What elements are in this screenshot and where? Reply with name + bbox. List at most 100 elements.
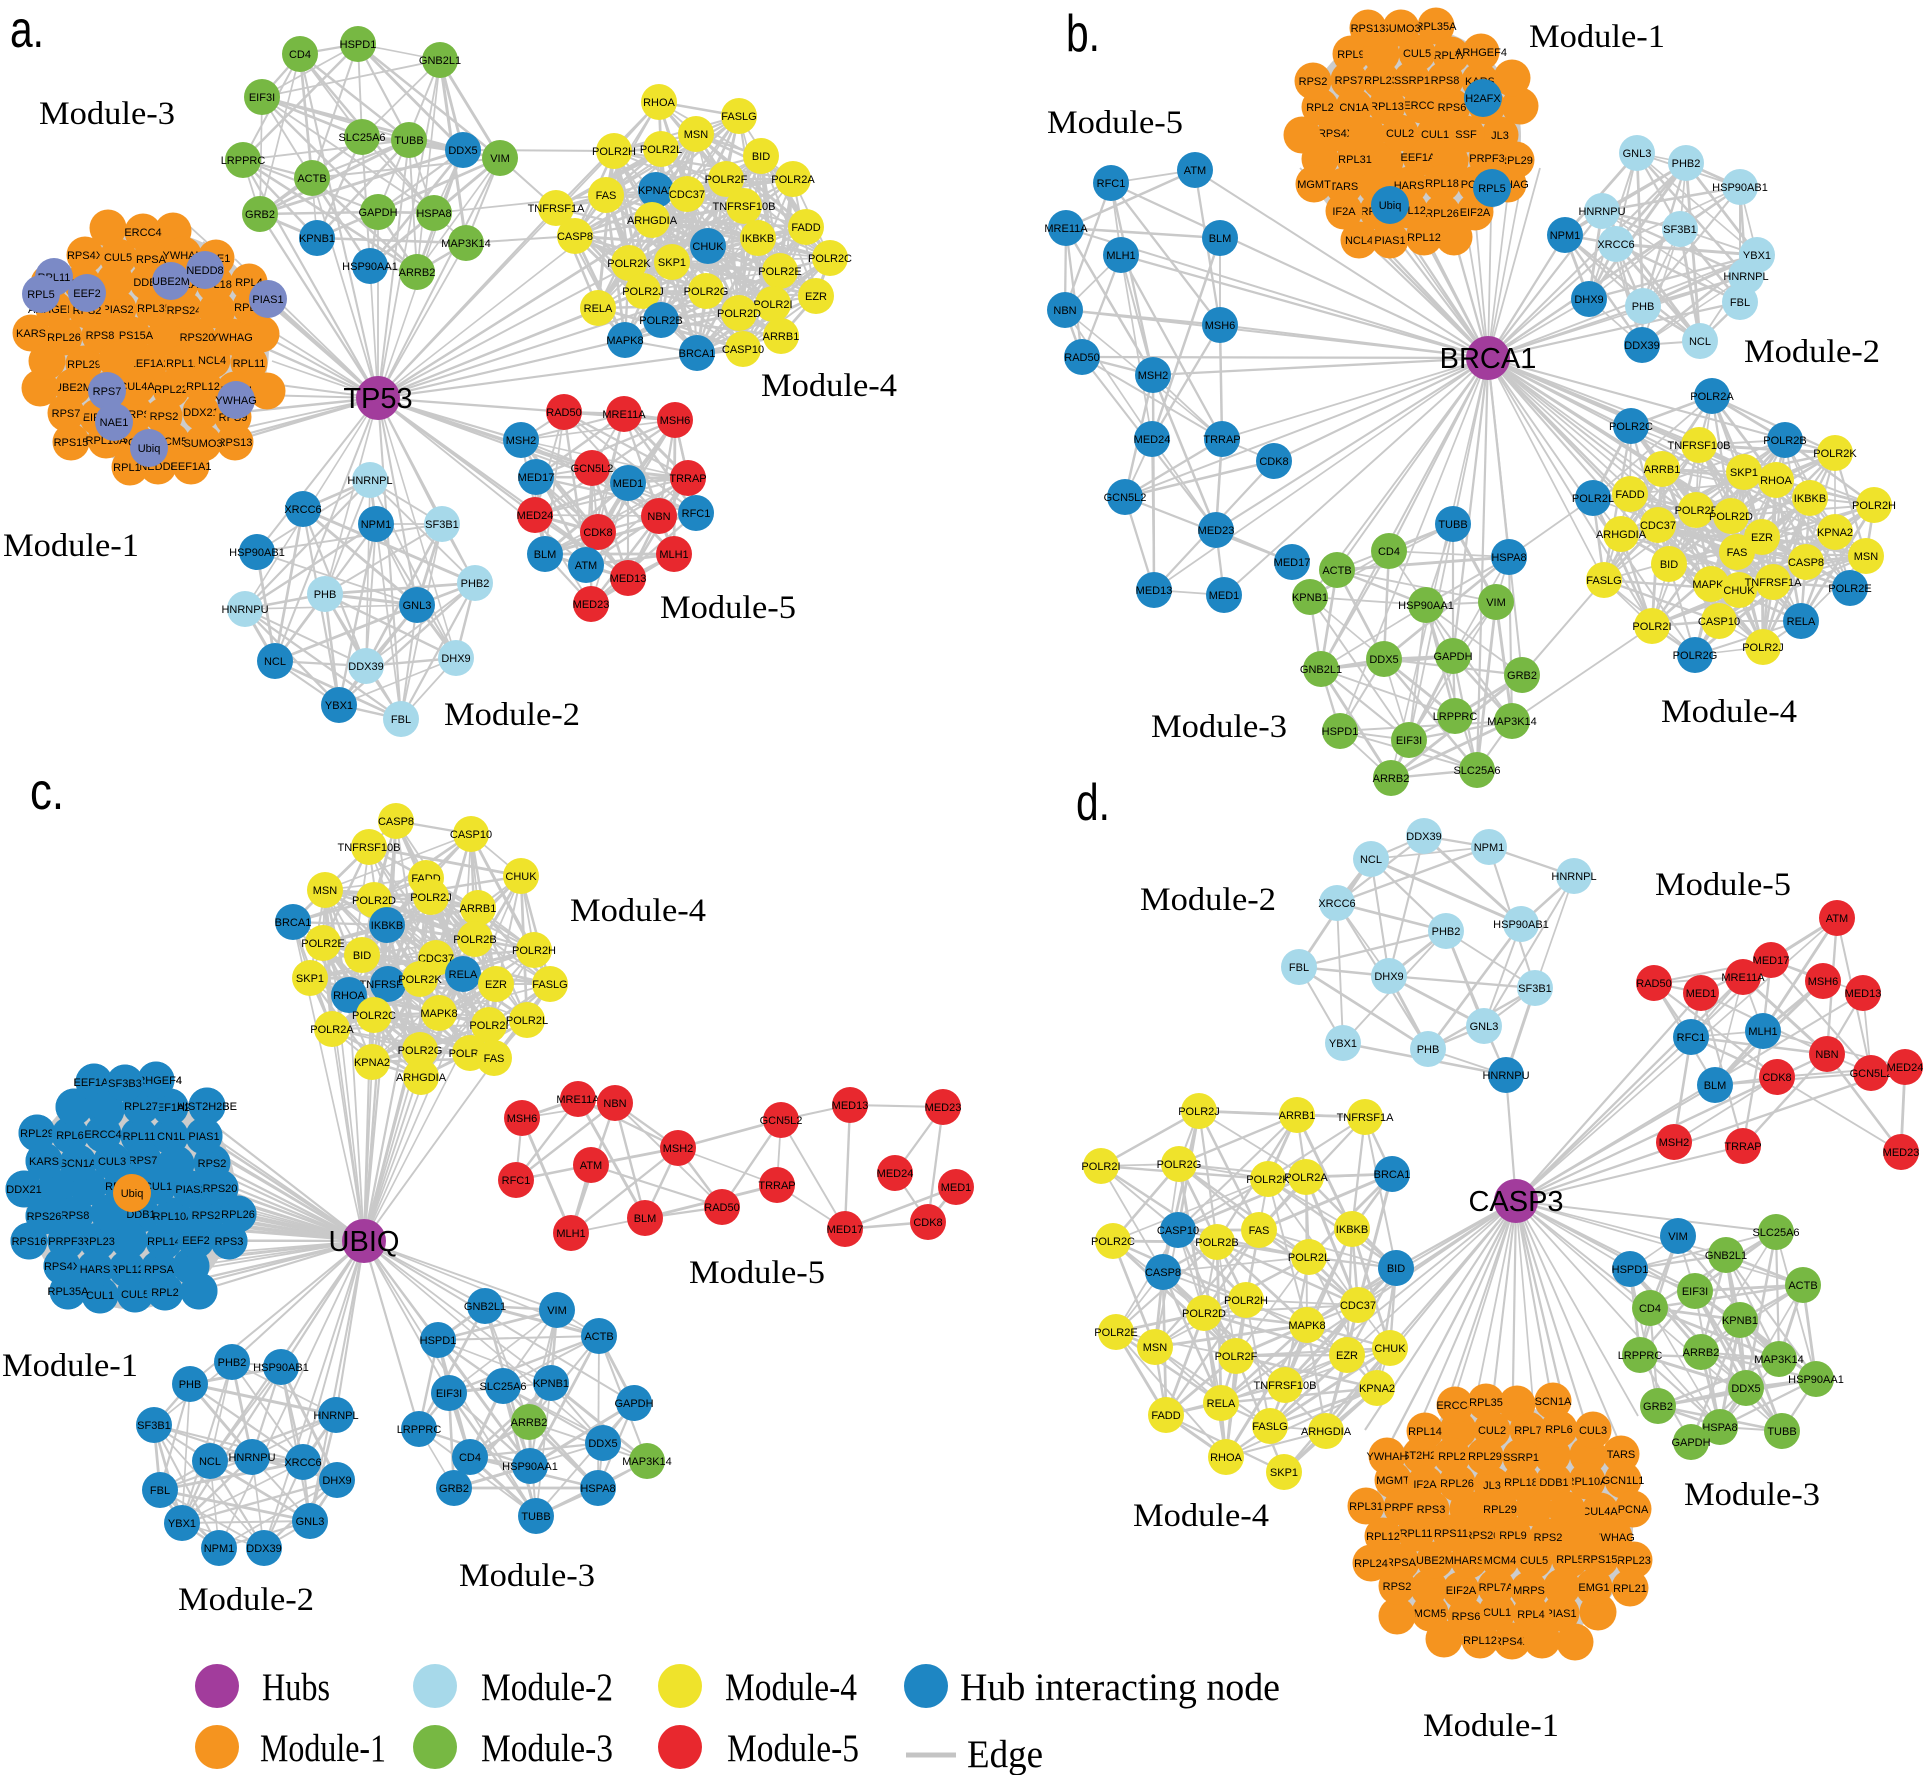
svg-text:GNL3: GNL3: [1623, 148, 1652, 160]
svg-text:DHX9: DHX9: [1574, 294, 1603, 306]
svg-text:MSH2: MSH2: [1138, 370, 1169, 382]
svg-text:RFC1: RFC1: [1097, 178, 1126, 190]
svg-text:CDC37: CDC37: [669, 189, 705, 201]
svg-text:CASP3: CASP3: [1468, 1186, 1563, 1218]
svg-text:NBN: NBN: [647, 511, 670, 523]
svg-text:RHOA: RHOA: [643, 97, 675, 109]
svg-text:IKBKB: IKBKB: [1794, 493, 1826, 505]
svg-text:DDX5: DDX5: [1369, 654, 1398, 666]
svg-text:HSPA8: HSPA8: [1702, 1422, 1737, 1434]
svg-text:CASP8: CASP8: [1788, 557, 1824, 569]
svg-text:CUL4A: CUL4A: [1582, 1506, 1618, 1518]
svg-text:MCM4: MCM4: [1484, 1555, 1516, 1567]
svg-text:RHOA: RHOA: [333, 990, 365, 1002]
svg-text:POLR2E: POLR2E: [1094, 1327, 1137, 1339]
svg-text:RPS2: RPS2: [1383, 1581, 1412, 1593]
svg-text:TUBB: TUBB: [1767, 1426, 1796, 1438]
svg-text:MLH1: MLH1: [556, 1228, 585, 1240]
svg-text:HNRNPL: HNRNPL: [1551, 871, 1596, 883]
svg-text:Module-1: Module-1: [3, 528, 139, 564]
svg-text:MED23: MED23: [1198, 525, 1235, 537]
svg-text:MSH2: MSH2: [506, 435, 537, 447]
svg-text:FADD: FADD: [1151, 1410, 1180, 1422]
svg-text:CD4: CD4: [289, 49, 311, 61]
svg-text:ARRB1: ARRB1: [1279, 1110, 1316, 1122]
svg-text:CHUK: CHUK: [1723, 585, 1755, 597]
svg-text:DHX9: DHX9: [322, 1475, 351, 1487]
svg-text:CUL5: CUL5: [121, 1289, 149, 1301]
svg-text:Module-3: Module-3: [1151, 709, 1287, 745]
svg-text:POLR2E: POLR2E: [1828, 583, 1871, 595]
svg-text:NCL: NCL: [264, 656, 286, 668]
svg-text:POLR2C: POLR2C: [1609, 421, 1653, 433]
svg-text:POLR2J: POLR2J: [622, 286, 664, 298]
svg-text:MED13: MED13: [832, 1100, 869, 1112]
svg-text:NCL: NCL: [199, 1456, 221, 1468]
svg-text:PHB2: PHB2: [1672, 158, 1701, 170]
svg-text:RPL26: RPL26: [47, 332, 81, 344]
svg-text:POLR2K: POLR2K: [607, 258, 651, 270]
svg-text:EEF1A1: EEF1A1: [171, 461, 212, 473]
svg-text:RPL6: RPL6: [56, 1130, 84, 1142]
svg-text:YBX1: YBX1: [325, 700, 353, 712]
svg-text:HSP90AA1: HSP90AA1: [502, 1461, 558, 1473]
svg-text:PHB2: PHB2: [218, 1357, 247, 1369]
svg-text:GRB2: GRB2: [439, 1483, 469, 1495]
svg-text:EEF1A1: EEF1A1: [74, 1077, 115, 1089]
svg-text:POLR2I: POLR2I: [1081, 1161, 1120, 1173]
svg-text:MSN: MSN: [313, 885, 338, 897]
svg-text:MSH2: MSH2: [663, 1143, 694, 1155]
svg-text:RPS24: RPS24: [167, 305, 202, 317]
svg-text:POLR2H: POLR2H: [1224, 1295, 1268, 1307]
svg-text:SF3B1: SF3B1: [1663, 224, 1697, 236]
svg-text:KPNA2: KPNA2: [638, 185, 674, 197]
svg-text:Module-5: Module-5: [727, 1727, 859, 1770]
svg-text:RPL31: RPL31: [1349, 1501, 1383, 1513]
svg-text:KPNB1: KPNB1: [533, 1378, 569, 1390]
svg-text:TRRAP: TRRAP: [1203, 434, 1240, 446]
svg-text:MED13: MED13: [610, 573, 647, 585]
svg-text:Module-2: Module-2: [1140, 882, 1276, 918]
svg-text:RPS8: RPS8: [86, 330, 115, 342]
svg-text:ACTB: ACTB: [297, 173, 326, 185]
svg-text:FBL: FBL: [1289, 962, 1309, 974]
svg-text:DDB1: DDB1: [126, 1209, 155, 1221]
svg-text:HSP90AA1: HSP90AA1: [1788, 1374, 1844, 1386]
svg-text:DDX39: DDX39: [348, 661, 383, 673]
svg-text:HNRNPL: HNRNPL: [1723, 271, 1768, 283]
svg-text:RPL11: RPL11: [123, 1131, 156, 1143]
svg-text:LRPPRC: LRPPRC: [1433, 711, 1478, 723]
svg-text:POLR2D: POLR2D: [1182, 1308, 1226, 1320]
svg-text:RPL14: RPL14: [1408, 1426, 1442, 1438]
svg-text:BLM: BLM: [1209, 233, 1232, 245]
svg-text:MED24: MED24: [1134, 434, 1171, 446]
svg-text:RPSA: RPSA: [1386, 1557, 1417, 1569]
svg-text:DDX39: DDX39: [1406, 831, 1441, 843]
svg-text:GAPDH: GAPDH: [1671, 1437, 1710, 1449]
svg-text:Module-3: Module-3: [1684, 1477, 1820, 1513]
svg-text:GRB2: GRB2: [1643, 1401, 1673, 1413]
svg-text:RPL22: RPL22: [154, 384, 188, 396]
svg-text:YBX1: YBX1: [168, 1518, 196, 1530]
svg-text:RPL26: RPL26: [1425, 208, 1459, 220]
svg-text:VIM: VIM: [547, 1305, 567, 1317]
svg-text:CHUK: CHUK: [505, 871, 537, 883]
svg-text:YWHAG: YWHAG: [211, 332, 253, 344]
svg-text:GNB2L1: GNB2L1: [464, 1301, 506, 1313]
svg-text:HSP90AB1: HSP90AB1: [1712, 182, 1768, 194]
svg-text:CHUK: CHUK: [692, 241, 724, 253]
svg-text:POLR2K: POLR2K: [398, 974, 442, 986]
svg-text:SF3B1: SF3B1: [425, 519, 459, 531]
svg-text:MAP3K14: MAP3K14: [1754, 1354, 1804, 1366]
svg-text:b.: b.: [1066, 5, 1100, 63]
svg-text:HSPA8: HSPA8: [416, 208, 451, 220]
svg-text:RPSA: RPSA: [144, 1264, 175, 1276]
svg-text:MED17: MED17: [827, 1224, 864, 1236]
svg-text:RPL29: RPL29: [20, 1128, 54, 1140]
svg-text:RPS3: RPS3: [215, 1236, 244, 1248]
svg-text:PRPF3: PRPF3: [1469, 153, 1504, 165]
svg-text:GCN1L1: GCN1L1: [149, 1131, 192, 1143]
svg-text:GNB2L1: GNB2L1: [1705, 1250, 1747, 1262]
svg-text:POLR2D: POLR2D: [352, 895, 396, 907]
svg-text:RPL29: RPL29: [1499, 155, 1533, 167]
